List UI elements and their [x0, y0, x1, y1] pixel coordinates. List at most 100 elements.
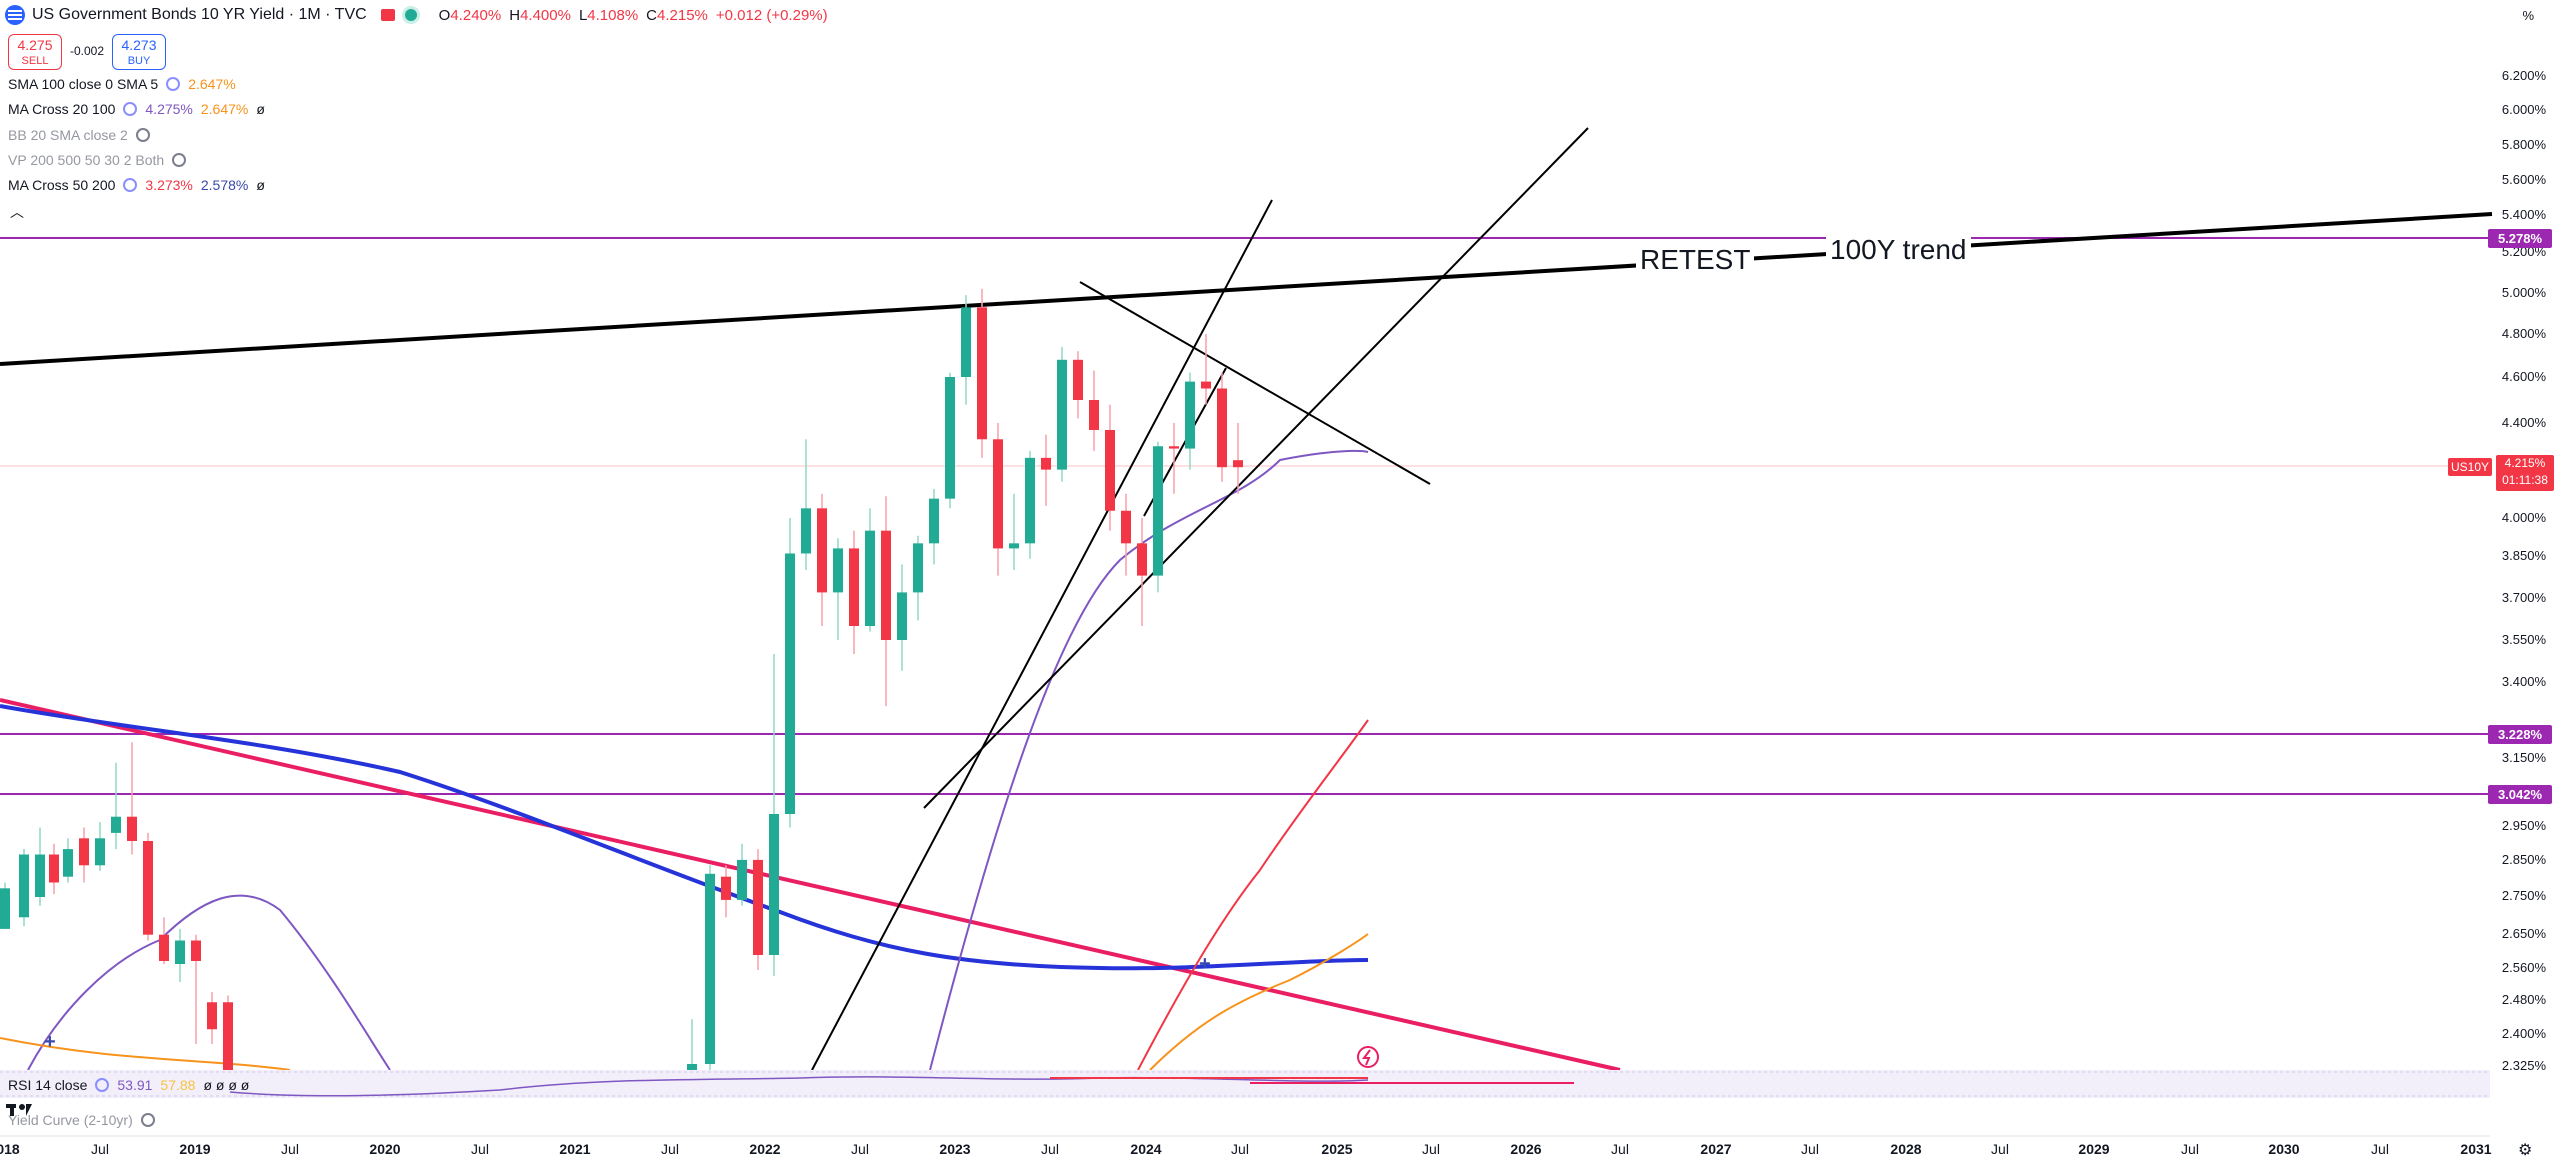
retest-annotation[interactable]: RETEST [1636, 244, 1755, 276]
yield-curve-legend[interactable]: Yield Curve (2-10yr) [8, 1112, 155, 1128]
hidden-eye-icon [172, 153, 187, 167]
settings-icon [95, 1078, 110, 1092]
price-tick-label: 3.400% [2501, 674, 2546, 689]
ohlc-low: L4.108% [578, 6, 639, 24]
time-tick-label: Jul [1611, 1141, 1629, 1157]
price-tick-label: 2.325% [2501, 1058, 2546, 1073]
trend-annotation[interactable]: 100Y trend [1826, 234, 1971, 266]
candle-body [977, 307, 987, 440]
buy-button[interactable]: 4.273 BUY [112, 34, 166, 70]
indicator-sma-100[interactable]: SMA 100 close 0 SMA 5 2.647% [8, 76, 236, 92]
candle-body [785, 553, 795, 814]
time-tick-label: 2027 [1700, 1141, 1732, 1157]
candle-body [687, 1064, 697, 1072]
candle [127, 742, 137, 855]
ma-orange-curve [1149, 933, 1369, 1071]
price-tick-label: 6.200% [2501, 68, 2546, 83]
candle [0, 882, 10, 929]
candle [1185, 372, 1195, 470]
candle-body [1153, 446, 1163, 576]
candle [1233, 423, 1243, 494]
rsi-pane [0, 1070, 2490, 1098]
time-tick-label: Jul [1041, 1141, 1059, 1157]
ohlc-change: +0.012 (+0.29%) [715, 6, 828, 24]
time-tick-label: Jul [1991, 1141, 2009, 1157]
candle-body [769, 814, 779, 955]
candle [1137, 518, 1147, 626]
candle-body [207, 1002, 217, 1030]
candle-body [1073, 359, 1083, 400]
candle [721, 865, 731, 918]
candle-body [1041, 457, 1051, 470]
candle-body [865, 530, 875, 626]
candle [1009, 493, 1019, 570]
candle-body [817, 508, 827, 593]
candle-body [1201, 381, 1211, 389]
price-tick-label: 2.400% [2501, 1026, 2546, 1041]
price-tick-label: 6.000% [2501, 102, 2546, 117]
price-tick-label: 2.650% [2501, 926, 2546, 941]
candle [737, 843, 747, 906]
candle-body [159, 934, 169, 961]
candle-body [79, 838, 89, 866]
rsi-legend[interactable]: RSI 14 close 53.91 57.88 ø ø ø ø [8, 1077, 250, 1093]
indicator-bb-20[interactable]: BB 20 SMA close 2 [8, 127, 150, 143]
candle-body [1025, 457, 1035, 544]
indicator-ma-cross-20-100[interactable]: MA Cross 20 100 4.275% 2.647% ø [8, 101, 265, 117]
ma-left-curve [27, 894, 391, 1071]
candle [1025, 450, 1035, 559]
ma-red-curve [1137, 719, 1369, 1071]
time-tick-label: 2024 [1130, 1141, 1162, 1157]
indicator-ma-cross-50-200[interactable]: MA Cross 50 200 3.273% 2.578% ø [8, 177, 265, 193]
collapse-chevron-icon[interactable]: ︿ [10, 204, 24, 220]
candle [687, 1019, 697, 1072]
candle-body [1105, 429, 1115, 511]
price-tick-label: 3.850% [2501, 548, 2546, 563]
axis-unit[interactable]: % [2522, 8, 2534, 23]
candle [159, 917, 169, 964]
candle [897, 564, 907, 671]
candle-body [945, 377, 955, 499]
trend-line-100y [0, 212, 2493, 366]
us-flag-icon [5, 5, 25, 25]
candle [1057, 346, 1067, 482]
candle-body [1217, 388, 1227, 468]
candle [913, 535, 923, 621]
time-tick-label: 2023 [939, 1141, 971, 1157]
market-status-icon[interactable] [404, 9, 417, 21]
settings-gear-icon[interactable]: ⚙ [2518, 1142, 2533, 1159]
indicator-vp-200[interactable]: VP 200 500 50 30 2 Both [8, 152, 187, 168]
tradingview-logo-icon[interactable] [6, 1102, 42, 1118]
symbol-title[interactable]: US Government Bonds 10 YR Yield · 1M · T… [32, 6, 367, 23]
channel-line-4 [1079, 281, 1431, 485]
price-tick-label: 5.800% [2501, 137, 2546, 152]
price-tick-label: 2.750% [2501, 888, 2546, 903]
candle-body [881, 530, 891, 640]
candle-body [127, 816, 137, 841]
level-tag-3042: 3.042% [2488, 785, 2552, 804]
price-tick-label: 5.000% [2501, 285, 2546, 300]
time-tick-label: Jul [281, 1141, 299, 1157]
candle-body [1137, 543, 1147, 576]
current-price-tag: 4.215% 01:11:38 [2496, 455, 2554, 491]
price-tick-label: 4.600% [2501, 369, 2546, 384]
time-tick-label: 2020 [369, 1141, 401, 1157]
candle [223, 995, 233, 1072]
candle [1217, 372, 1227, 482]
candle [929, 488, 939, 565]
time-tick-label: Jul [1422, 1141, 1440, 1157]
chart-header: US Government Bonds 10 YR Yield · 1M · T… [0, 0, 836, 30]
settings-icon [166, 77, 181, 91]
time-tick-label: Jul [1801, 1141, 1819, 1157]
sell-button[interactable]: 4.275 SELL [8, 34, 62, 70]
candle [1201, 334, 1211, 405]
candle-body [95, 838, 105, 866]
candle-body [0, 888, 10, 929]
time-tick-label: 2021 [559, 1141, 591, 1157]
candle [865, 508, 875, 632]
time-tick-label: Jul [471, 1141, 489, 1157]
flag-icon[interactable] [380, 9, 395, 21]
candle [785, 518, 795, 828]
time-tick-label: Jul [2371, 1141, 2389, 1157]
